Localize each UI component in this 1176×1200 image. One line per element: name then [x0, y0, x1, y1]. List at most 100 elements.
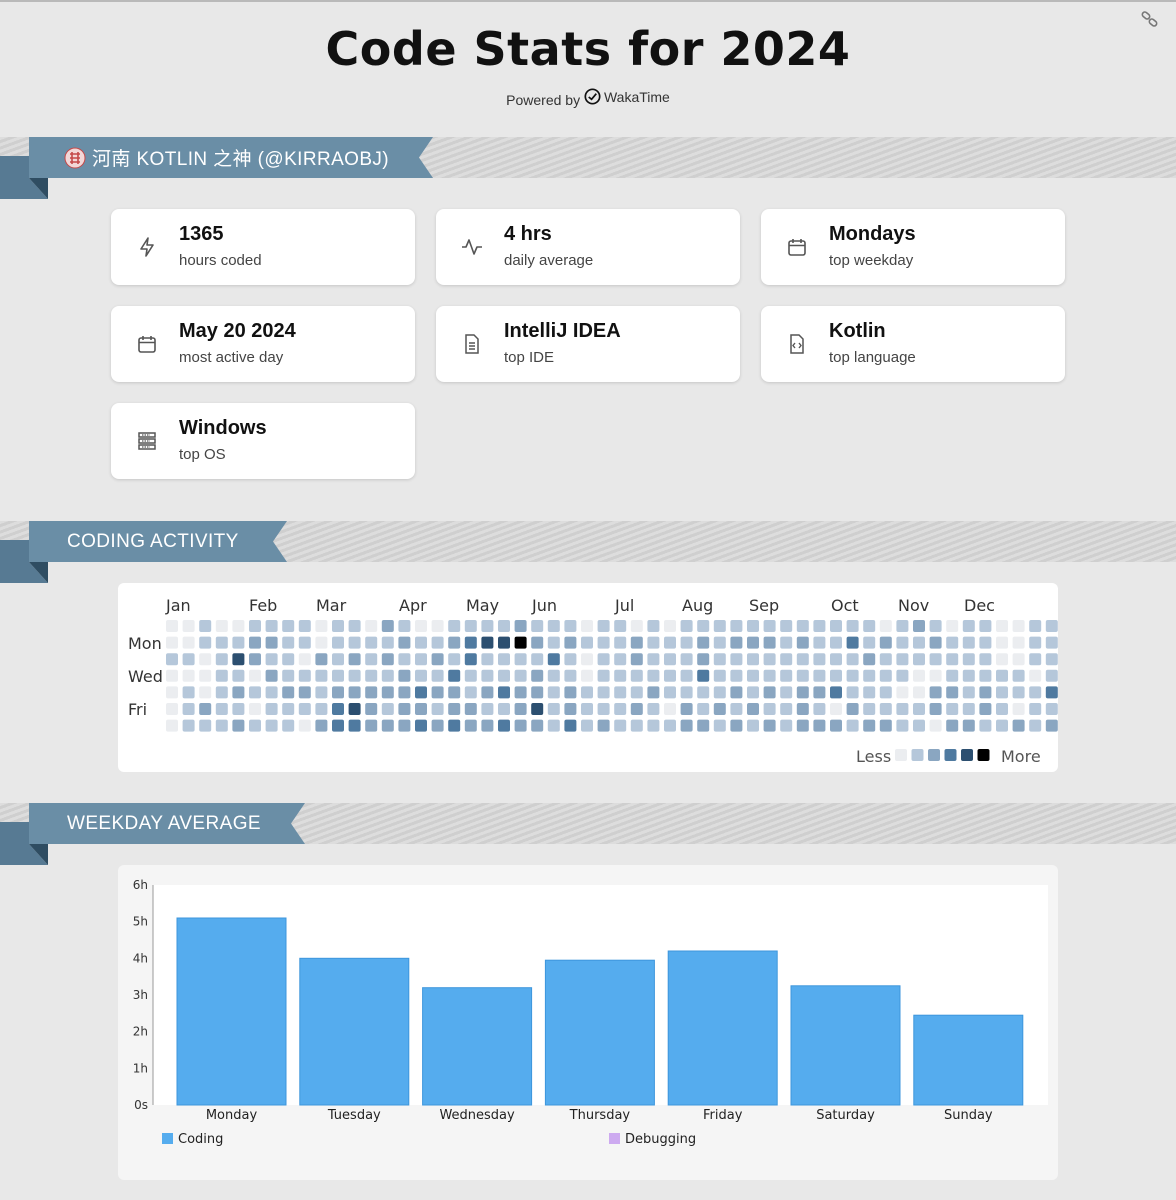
- heatmap-cell[interactable]: [199, 620, 212, 632]
- heatmap-cell[interactable]: [730, 686, 743, 699]
- heatmap-cell[interactable]: [564, 620, 577, 632]
- heatmap-cell[interactable]: [415, 686, 427, 699]
- heatmap-cell[interactable]: [697, 636, 710, 649]
- heatmap-cell[interactable]: [381, 703, 394, 715]
- heatmap-cell[interactable]: [630, 620, 643, 632]
- heatmap-cell[interactable]: [863, 620, 876, 632]
- heatmap-cell[interactable]: [614, 719, 627, 732]
- heatmap-cell[interactable]: [730, 620, 743, 632]
- heatmap-cell[interactable]: [929, 620, 942, 632]
- heatmap-cell[interactable]: [863, 686, 876, 699]
- heatmap-cell[interactable]: [531, 669, 544, 682]
- heatmap-cell[interactable]: [249, 703, 261, 715]
- heatmap-cell[interactable]: [415, 653, 427, 666]
- heatmap-cell[interactable]: [415, 703, 427, 715]
- heatmap-cell[interactable]: [581, 703, 593, 715]
- heatmap-cell[interactable]: [830, 719, 842, 732]
- heatmap-cell[interactable]: [929, 669, 942, 682]
- heatmap-cell[interactable]: [879, 686, 892, 699]
- heatmap-cell[interactable]: [597, 719, 610, 732]
- heatmap-cell[interactable]: [282, 653, 295, 666]
- heatmap-cell[interactable]: [813, 620, 826, 632]
- heatmap-cell[interactable]: [713, 703, 726, 715]
- heatmap-cell[interactable]: [730, 653, 743, 666]
- heatmap-cell[interactable]: [813, 653, 826, 666]
- heatmap-cell[interactable]: [249, 669, 261, 682]
- heatmap-cell[interactable]: [680, 620, 693, 632]
- heatmap-cell[interactable]: [398, 686, 411, 699]
- heatmap-cell[interactable]: [747, 719, 759, 732]
- heatmap-cell[interactable]: [348, 636, 361, 649]
- heatmap-cell[interactable]: [962, 636, 975, 649]
- heatmap-cell[interactable]: [879, 653, 892, 666]
- heatmap-cell[interactable]: [182, 620, 195, 632]
- heatmap-cell[interactable]: [647, 636, 660, 649]
- heatmap-cell[interactable]: [846, 636, 859, 649]
- heatmap-cell[interactable]: [1045, 719, 1058, 732]
- bar-wednesday[interactable]: [422, 987, 533, 1106]
- heatmap-cell[interactable]: [547, 719, 560, 732]
- heatmap-cell[interactable]: [896, 703, 909, 715]
- heatmap-cell[interactable]: [1012, 669, 1025, 682]
- heatmap-cell[interactable]: [182, 636, 195, 649]
- heatmap-cell[interactable]: [365, 719, 378, 732]
- heatmap-cell[interactable]: [581, 719, 593, 732]
- heatmap-cell[interactable]: [946, 719, 959, 732]
- heatmap-cell[interactable]: [514, 636, 527, 649]
- heatmap-cell[interactable]: [730, 719, 743, 732]
- heatmap-cell[interactable]: [415, 669, 427, 682]
- heatmap-cell[interactable]: [315, 669, 328, 682]
- heatmap-cell[interactable]: [597, 669, 610, 682]
- heatmap-cell[interactable]: [730, 669, 743, 682]
- heatmap-cell[interactable]: [664, 703, 676, 715]
- heatmap-cell[interactable]: [215, 719, 228, 732]
- heatmap-cell[interactable]: [763, 653, 776, 666]
- heatmap-cell[interactable]: [979, 703, 992, 715]
- legend-swatch-coding[interactable]: [162, 1133, 173, 1144]
- heatmap-cell[interactable]: [215, 703, 228, 715]
- heatmap-cell[interactable]: [481, 669, 494, 682]
- heatmap-cell[interactable]: [564, 669, 577, 682]
- heatmap-cell[interactable]: [398, 719, 411, 732]
- heatmap-cell[interactable]: [979, 719, 992, 732]
- heatmap-cell[interactable]: [1045, 703, 1058, 715]
- heatmap-cell[interactable]: [946, 620, 959, 632]
- heatmap-cell[interactable]: [348, 653, 361, 666]
- heatmap-cell[interactable]: [381, 669, 394, 682]
- heatmap-cell[interactable]: [448, 703, 461, 715]
- heatmap-cell[interactable]: [531, 703, 544, 715]
- heatmap-cell[interactable]: [664, 636, 676, 649]
- heatmap-cell[interactable]: [265, 653, 278, 666]
- heatmap-cell[interactable]: [199, 653, 212, 666]
- heatmap-cell[interactable]: [796, 653, 809, 666]
- heatmap-cell[interactable]: [1012, 620, 1025, 632]
- heatmap-cell[interactable]: [780, 719, 793, 732]
- heatmap-cell[interactable]: [381, 636, 394, 649]
- heatmap-cell[interactable]: [265, 703, 278, 715]
- heatmap-cell[interactable]: [647, 669, 660, 682]
- heatmap-cell[interactable]: [962, 653, 975, 666]
- heatmap-cell[interactable]: [1045, 636, 1058, 649]
- heatmap-cell[interactable]: [946, 703, 959, 715]
- heatmap-cell[interactable]: [215, 620, 228, 632]
- heatmap-cell[interactable]: [896, 620, 909, 632]
- heatmap-cell[interactable]: [896, 636, 909, 649]
- heatmap-cell[interactable]: [763, 636, 776, 649]
- heatmap-cell[interactable]: [713, 669, 726, 682]
- heatmap-cell[interactable]: [913, 636, 925, 649]
- heatmap-cell[interactable]: [249, 653, 261, 666]
- heatmap-cell[interactable]: [298, 669, 311, 682]
- heatmap-cell[interactable]: [265, 669, 278, 682]
- heatmap-cell[interactable]: [697, 686, 710, 699]
- heatmap-cell[interactable]: [481, 620, 494, 632]
- heatmap-cell[interactable]: [448, 636, 461, 649]
- bar-thursday[interactable]: [544, 959, 655, 1106]
- heatmap-cell[interactable]: [415, 620, 427, 632]
- heatmap-cell[interactable]: [531, 636, 544, 649]
- heatmap-cell[interactable]: [332, 703, 344, 715]
- heatmap-cell[interactable]: [780, 703, 793, 715]
- heatmap-cell[interactable]: [647, 653, 660, 666]
- heatmap-cell[interactable]: [664, 686, 676, 699]
- heatmap-cell[interactable]: [265, 636, 278, 649]
- heatmap-cell[interactable]: [996, 620, 1008, 632]
